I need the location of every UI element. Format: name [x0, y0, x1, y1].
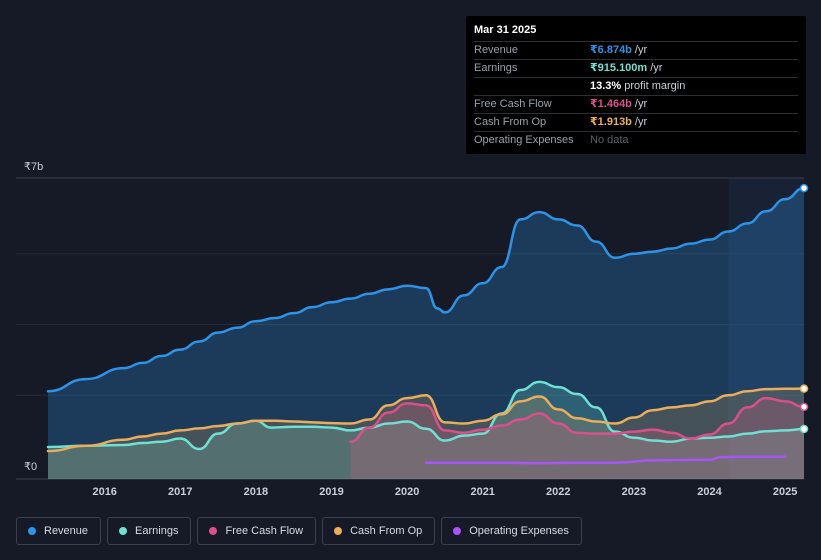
legend-label: Operating Expenses — [469, 525, 569, 537]
tooltip-row-unit: /yr — [650, 62, 663, 74]
grid — [16, 177, 804, 480]
tooltip-row-unit: /yr — [634, 98, 648, 110]
operating-expenses-line — [424, 455, 787, 465]
cash-from-op-area — [48, 388, 804, 479]
x-tick-label: 2025 — [773, 486, 797, 498]
tooltip-row: Cash From Op ₹1.913b/yr — [474, 114, 798, 132]
tooltip-row-label: Cash From Op — [474, 116, 547, 128]
tooltip-row-value: 13.3% — [590, 80, 622, 92]
cash-from-op-line — [46, 387, 806, 453]
cash-from-op-end-marker[interactable] — [799, 384, 809, 393]
x-tick-label: 2022 — [546, 486, 570, 498]
tooltip-row-value: ₹6.874b — [590, 44, 632, 56]
tooltip-row-label: Free Cash Flow — [474, 98, 552, 110]
legend-label: Cash From Op — [350, 525, 423, 537]
x-tick-label: 2018 — [244, 486, 268, 498]
legend-dot-icon — [119, 527, 128, 535]
legend: Revenue Earnings Free Cash Flow Cash From O… — [16, 517, 582, 547]
tooltip-row: Operating Expenses No data — [474, 132, 798, 149]
x-tick-label: 2016 — [92, 486, 116, 498]
y-axis-top-label: ₹7b — [24, 161, 43, 173]
legend-label: Free Cash Flow — [225, 525, 304, 537]
tooltip-rows: Revenue ₹6.874b/yr Earnings ₹915.100m/yr 13.… — [474, 42, 798, 149]
legend-label: Revenue — [44, 525, 89, 537]
legend-dot-icon — [209, 527, 218, 535]
tooltip-row-value: ₹1.913b — [590, 116, 632, 128]
forecast-shade — [728, 178, 804, 479]
tooltip-row: 13.3% profit margin — [474, 78, 798, 96]
legend-dot-icon — [453, 527, 462, 535]
legend-dot-icon — [28, 527, 36, 535]
tooltip-row: Earnings ₹915.100m/yr — [474, 60, 798, 78]
tooltip-row-value: No data — [590, 134, 629, 146]
x-tick-label: 2023 — [622, 486, 646, 498]
earnings-line — [46, 380, 806, 451]
x-tick-label: 2024 — [697, 486, 722, 498]
tooltip-row-label — [474, 78, 590, 95]
earnings-area — [48, 381, 804, 479]
revenue-end-marker[interactable] — [799, 183, 809, 193]
tooltip-row-value: ₹1.464b — [590, 98, 632, 110]
legend-item-operating-expenses[interactable]: Operating Expenses — [441, 517, 582, 545]
tooltip-row-label: Earnings — [474, 62, 518, 74]
legend-item-earnings[interactable]: Earnings — [107, 517, 192, 545]
x-tick-label: 2020 — [395, 486, 419, 498]
tooltip: Mar 31 2025 Revenue ₹6.874b/yr Earnings ₹91… — [466, 16, 806, 154]
series-areas — [48, 188, 804, 479]
legend-dot-icon — [334, 527, 343, 535]
tooltip-row: Revenue ₹6.874b/yr — [474, 42, 798, 60]
tooltip-row-unit: /yr — [634, 44, 648, 56]
revenue-area — [48, 188, 804, 479]
tooltip-row-value: ₹915.100m — [590, 62, 648, 74]
y-axis-bottom-label: ₹0 — [24, 461, 37, 473]
earnings-end-marker[interactable] — [799, 424, 809, 434]
plot-area — [16, 178, 804, 479]
tooltip-row: Free Cash Flow ₹1.464b/yr — [474, 96, 798, 114]
revenue-line — [46, 186, 806, 393]
legend-item-free-cash-flow[interactable]: Free Cash Flow — [197, 517, 317, 545]
legend-item-cash-from-op[interactable]: Cash From Op — [322, 517, 436, 545]
tooltip-date: Mar 31 2025 — [474, 24, 798, 42]
tooltip-row-label: Revenue — [474, 44, 519, 56]
x-tick-label: 2021 — [470, 486, 494, 498]
x-axis: 2016 2017 2018 2019 2020 2021 2022 2023 2024 2025 — [92, 486, 797, 498]
tooltip-row-unit: /yr — [634, 116, 648, 128]
x-tick-label: 2017 — [168, 486, 192, 498]
x-tick-label: 2019 — [319, 486, 343, 498]
free-cash-flow-end-marker[interactable] — [799, 402, 809, 412]
series-end-markers — [799, 183, 809, 434]
legend-item-revenue[interactable]: Revenue — [16, 517, 102, 545]
tooltip-row-unit: profit margin — [624, 80, 686, 92]
free-cash-flow-line — [349, 396, 806, 443]
series-lines — [46, 186, 806, 465]
tooltip-row-label: Operating Expenses — [474, 134, 574, 146]
legend-label: Earnings — [135, 525, 179, 537]
